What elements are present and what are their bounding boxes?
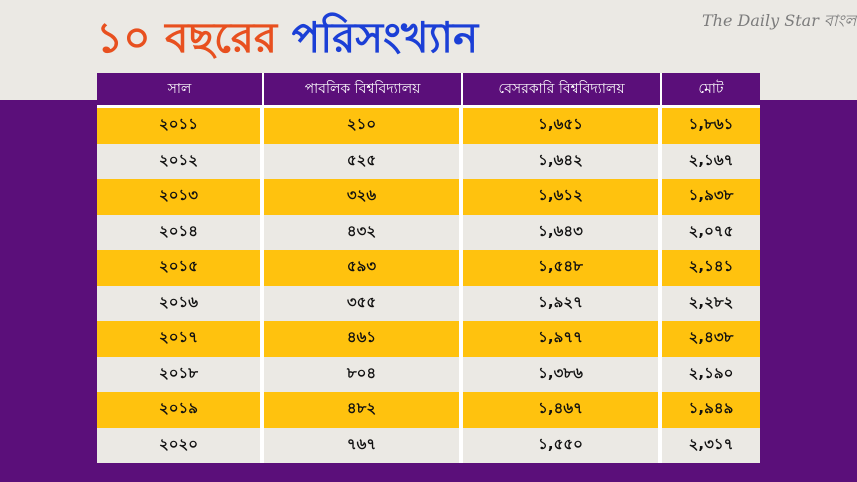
- brand-logo: The Daily Star বাংলা: [702, 11, 857, 30]
- cell-total: ২,১৪১: [662, 250, 760, 286]
- page-title: ১০ বছরের পরিসংখ্যান: [96, 8, 478, 68]
- cell-public: ২১০: [264, 108, 463, 144]
- cell-year: ২০১৬: [97, 285, 264, 321]
- cell-total: ২,৩১৭: [662, 427, 760, 463]
- header-year: সাল: [97, 73, 264, 105]
- cell-private: ১,৬৪৩: [463, 214, 662, 250]
- table-row: ২০১৮ ৮০৪ ১,৩৮৬ ২,১৯০: [97, 356, 760, 392]
- cell-private: ১,৫৪৮: [463, 250, 662, 286]
- table-row: ২০১৭ ৪৬১ ১,৯৭৭ ২,৪৩৮: [97, 321, 760, 357]
- header-private: বেসরকারি বিশ্ববিদ্যালয়: [463, 73, 662, 105]
- cell-public: ৩৫৫: [264, 285, 463, 321]
- header-public: পাবলিক বিশ্ববিদ্যালয়: [264, 73, 463, 105]
- cell-total: ২,০৭৫: [662, 214, 760, 250]
- cell-private: ১,৬৪২: [463, 143, 662, 179]
- table-row: ২০১৪ ৪৩২ ১,৬৪৩ ২,০৭৫: [97, 214, 760, 250]
- cell-total: ১,৯৩৮: [662, 179, 760, 215]
- table-row: ২০১৫ ৫৯৩ ১,৫৪৮ ২,১৪১: [97, 250, 760, 286]
- cell-public: ৩২৬: [264, 179, 463, 215]
- header-total: মোট: [662, 73, 760, 105]
- cell-year: ২০১২: [97, 143, 264, 179]
- table-row: ২০১২ ৫২৫ ১,৬৪২ ২,১৬৭: [97, 143, 760, 179]
- cell-private: ১,৬১২: [463, 179, 662, 215]
- title-part-orange: ১০ বছরের: [96, 13, 278, 62]
- table-row: ২০১৬ ৩৫৫ ১,৯২৭ ২,২৮২: [97, 285, 760, 321]
- cell-year: ২০২০: [97, 427, 264, 463]
- cell-public: ৫৯৩: [264, 250, 463, 286]
- title-part-blue: পরিসংখ্যান: [291, 13, 479, 62]
- cell-private: ১,৩৮৬: [463, 356, 662, 392]
- cell-private: ১,৯৭৭: [463, 321, 662, 357]
- table-row: ২০১১ ২১০ ১,৬৫১ ১,৮৬১: [97, 108, 760, 144]
- cell-year: ২০১৫: [97, 250, 264, 286]
- cell-total: ২,১৬৭: [662, 143, 760, 179]
- table-row: ২০১৯ ৪৮২ ১,৪৬৭ ১,৯৪৯: [97, 392, 760, 428]
- cell-public: ৫২৫: [264, 143, 463, 179]
- cell-year: ২০১৪: [97, 214, 264, 250]
- cell-year: ২০১৯: [97, 392, 264, 428]
- cell-year: ২০১১: [97, 108, 264, 144]
- cell-total: ২,৪৩৮: [662, 321, 760, 357]
- cell-public: ৪৬১: [264, 321, 463, 357]
- cell-public: ৮০৪: [264, 356, 463, 392]
- table-row: ২০২০ ৭৬৭ ১,৫৫০ ২,৩১৭: [97, 427, 760, 463]
- cell-total: ১,৯৪৯: [662, 392, 760, 428]
- cell-total: ২,২৮২: [662, 285, 760, 321]
- cell-public: ৭৬৭: [264, 427, 463, 463]
- table-header-row: সাল পাবলিক বিশ্ববিদ্যালয় বেসরকারি বিশ্ব…: [97, 73, 760, 105]
- table-row: ২০১৩ ৩২৬ ১,৬১২ ১,৯৩৮: [97, 179, 760, 215]
- cell-private: ১,৯২৭: [463, 285, 662, 321]
- cell-public: ৪৩২: [264, 214, 463, 250]
- stats-table: সাল পাবলিক বিশ্ববিদ্যালয় বেসরকারি বিশ্ব…: [97, 73, 760, 463]
- cell-year: ২০১৩: [97, 179, 264, 215]
- cell-private: ১,৪৬৭: [463, 392, 662, 428]
- cell-total: ২,১৯০: [662, 356, 760, 392]
- cell-year: ২০১৭: [97, 321, 264, 357]
- cell-public: ৪৮২: [264, 392, 463, 428]
- cell-private: ১,৫৫০: [463, 427, 662, 463]
- cell-private: ১,৬৫১: [463, 108, 662, 144]
- cell-year: ২০১৮: [97, 356, 264, 392]
- header-divider: [97, 105, 760, 108]
- cell-total: ১,৮৬১: [662, 108, 760, 144]
